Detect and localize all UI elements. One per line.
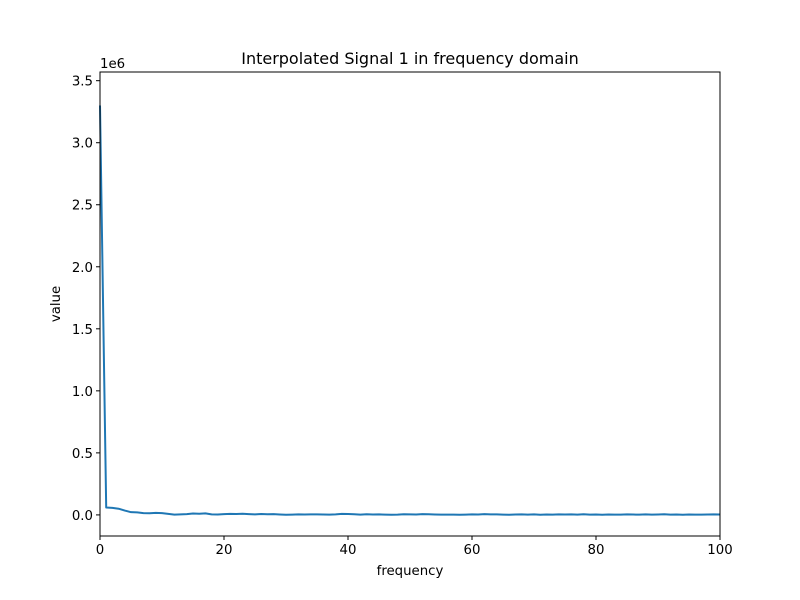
y-tick-label: 0.0 — [72, 509, 93, 524]
y-tick-label: 1.5 — [72, 323, 93, 338]
x-tick-label: 80 — [588, 543, 605, 558]
y-tick-label: 2.5 — [72, 199, 93, 214]
series-layer — [99, 105, 721, 516]
y-tick-label: 3.0 — [72, 137, 93, 152]
y-tick-label: 3.5 — [72, 75, 93, 90]
x-tick-label: 0 — [96, 543, 104, 558]
x-tick-label: 20 — [216, 543, 233, 558]
chart-title: Interpolated Signal 1 in frequency domai… — [241, 49, 579, 68]
series-line — [99, 105, 721, 516]
y-tick-label: 0.5 — [72, 447, 93, 462]
x-tick-label: 100 — [707, 543, 732, 558]
y-axis-label: value — [49, 286, 64, 322]
x-axis-label: frequency — [377, 564, 444, 579]
x-tick-label: 60 — [464, 543, 481, 558]
axis-ticks: 0 20 40 60 80 100 0.0 0.5 1.0 1.5 2.0 2.5 3.0 3.5 — [72, 75, 733, 558]
plot-frame — [99, 71, 721, 537]
y-tick-label: 2.0 — [72, 261, 93, 276]
y-offset-label: 1e6 — [100, 57, 125, 72]
x-tick-label: 40 — [340, 543, 357, 558]
y-tick-label: 1.0 — [72, 385, 93, 400]
